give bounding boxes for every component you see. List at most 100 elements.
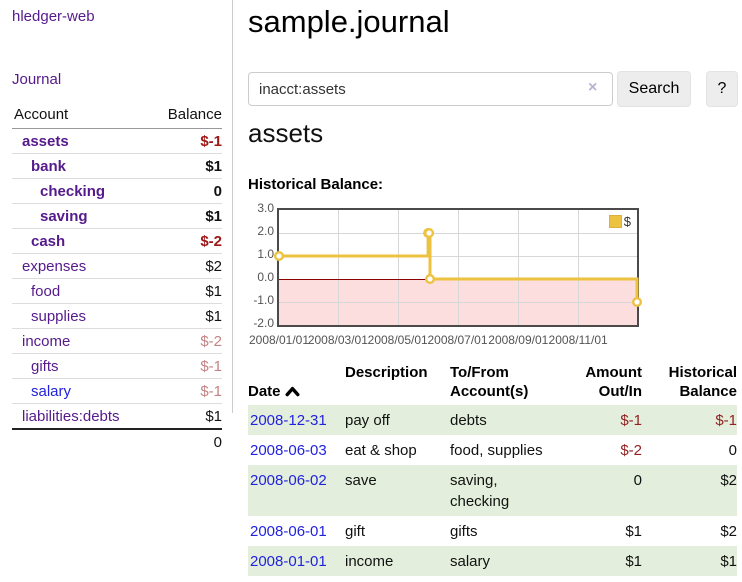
sidebar-account-link[interactable]: income: [22, 333, 71, 350]
transaction-date-link[interactable]: 2008-06-03: [250, 442, 327, 459]
sidebar-account-balance: $-1: [200, 383, 222, 400]
transaction-date-cell: 2008-01-01: [248, 546, 345, 576]
data-point-marker: [632, 296, 643, 307]
accounts-table-header: Account Balance: [12, 103, 222, 129]
data-point-marker: [424, 273, 435, 284]
column-header-balance[interactable]: Historical Balance: [668, 364, 737, 400]
sidebar-account-row: assets $-1: [12, 129, 222, 154]
sidebar-account-row: gifts $-1: [12, 354, 222, 379]
sidebar-account-balance: $-2: [200, 333, 222, 350]
chart-line-svg: [274, 228, 643, 307]
column-header-accounts[interactable]: To/From Account(s): [450, 364, 529, 400]
chart-legend: $: [606, 213, 633, 230]
sidebar-account-row: saving $1: [12, 204, 222, 229]
transaction-description: save: [345, 472, 377, 489]
sidebar-account-row: expenses $2: [12, 254, 222, 279]
legend-swatch-icon: [608, 215, 622, 228]
transaction-description: pay off: [345, 412, 390, 429]
column-header-description[interactable]: Description: [345, 364, 428, 381]
transaction-balance: 0: [728, 442, 737, 459]
transaction-date-link[interactable]: 2008-01-01: [250, 553, 327, 570]
page-title: sample.journal: [248, 4, 450, 39]
sidebar-account-balance: $1: [205, 158, 222, 175]
sidebar-account-link[interactable]: bank: [31, 158, 67, 175]
sidebar-account-link[interactable]: supplies: [31, 308, 87, 325]
y-axis-tick-label: 2.0: [257, 224, 274, 238]
sidebar-item-journal[interactable]: Journal: [12, 71, 62, 88]
transaction-amount: $1: [625, 553, 642, 570]
sidebar-account-link[interactable]: saving: [40, 208, 88, 225]
x-axis-tick-label: 2008/03/01: [307, 333, 368, 347]
clear-search-icon[interactable]: ×: [588, 79, 598, 96]
data-point-marker: [274, 251, 284, 262]
transaction-date-link[interactable]: 2008-06-01: [250, 523, 327, 540]
sidebar-account-link[interactable]: gifts: [31, 358, 59, 375]
transaction-accounts: debts: [450, 412, 487, 429]
x-axis-tick-label: 2008/05/01: [367, 333, 428, 347]
transaction-amount: $-2: [620, 442, 642, 459]
sidebar-account-link[interactable]: checking: [40, 183, 106, 200]
balance-column-header: Balance: [167, 106, 222, 123]
help-button[interactable]: ?: [706, 71, 738, 107]
transaction-balance: $2: [720, 523, 737, 540]
transaction-balance: $1: [720, 553, 737, 570]
sidebar-account-balance: $2: [205, 258, 222, 275]
transaction-row: 2008-06-02 save saving, checking 0 $2: [248, 465, 737, 516]
y-axis-tick-label: 3.0: [257, 201, 274, 215]
y-axis-tick-label: 1.0: [257, 247, 274, 261]
sidebar-account-row: food $1: [12, 279, 222, 304]
sidebar-account-link[interactable]: food: [31, 283, 61, 300]
search-button[interactable]: Search: [617, 71, 691, 107]
data-point-marker: [424, 228, 435, 239]
transaction-date-cell: 2008-12-31: [248, 405, 345, 435]
transaction-description: eat & shop: [345, 442, 417, 459]
transaction-accounts: food, supplies: [450, 442, 543, 459]
accounts-total: 0: [12, 428, 222, 455]
transaction-amount: $1: [625, 523, 642, 540]
sidebar-account-link[interactable]: expenses: [22, 258, 87, 275]
transaction-date-link[interactable]: 2008-12-31: [250, 412, 327, 429]
sidebar: hledger-web Journal Account Balance asse…: [0, 0, 233, 451]
transaction-description: gift: [345, 523, 366, 540]
column-header-amount[interactable]: Amount Out/In: [585, 364, 642, 400]
transaction-amount: 0: [633, 472, 642, 489]
transaction-row: 2008-01-01 income salary $1 $1: [248, 546, 737, 576]
transaction-accounts: salary: [450, 553, 491, 570]
x-axis-tick-label: 2008/09/01: [488, 333, 549, 347]
sidebar-account-row: cash $-2: [12, 229, 222, 254]
transaction-date-cell: 2008-06-02: [248, 465, 345, 516]
chart-plot-area: $: [274, 208, 643, 327]
sidebar-account-link[interactable]: assets: [22, 133, 69, 150]
transaction-balance: $2: [720, 472, 737, 489]
transaction-amount: $-1: [620, 412, 642, 429]
sidebar-account-link[interactable]: salary: [31, 383, 72, 400]
x-axis-tick-label: 2008/07/01: [427, 333, 488, 347]
transaction-date-link[interactable]: 2008-06-02: [250, 472, 327, 489]
transaction-row: 2008-06-01 gift gifts $1 $2: [248, 516, 737, 546]
sidebar-account-row: liabilities:debts $1: [12, 404, 222, 428]
legend-label: $: [623, 214, 631, 229]
sidebar-account-balance: $1: [205, 308, 222, 325]
transaction-date-cell: 2008-06-03: [248, 435, 345, 465]
transaction-accounts: gifts: [450, 523, 478, 540]
transaction-row: 2008-12-31 pay off debts $-1 $-1: [248, 405, 737, 435]
sidebar-account-row: supplies $1: [12, 304, 222, 329]
chart-title: Historical Balance:: [248, 176, 384, 193]
sidebar-account-link[interactable]: liabilities:debts: [22, 408, 120, 425]
sidebar-account-balance: $-1: [200, 358, 222, 375]
column-header-date[interactable]: Date: [248, 360, 345, 405]
y-axis-tick-label: -2.0: [253, 316, 274, 330]
sort-ascending-icon: [285, 386, 300, 397]
transactions-table: Date Description To/From Account(s) Amou…: [248, 360, 737, 576]
date-header-label: Date: [248, 383, 281, 400]
sidebar-account-row: bank $1: [12, 154, 222, 179]
y-axis-tick-label: 0.0: [257, 270, 274, 284]
search-input[interactable]: [248, 72, 613, 106]
account-heading: assets: [248, 118, 324, 148]
sidebar-account-link[interactable]: cash: [31, 233, 66, 250]
sidebar-account-balance: $1: [205, 208, 222, 225]
sidebar-account-balance: $-2: [200, 233, 222, 250]
transaction-date-cell: 2008-06-01: [248, 516, 345, 546]
app-brand-link[interactable]: hledger-web: [12, 8, 95, 25]
sidebar-account-row: salary $-1: [12, 379, 222, 404]
